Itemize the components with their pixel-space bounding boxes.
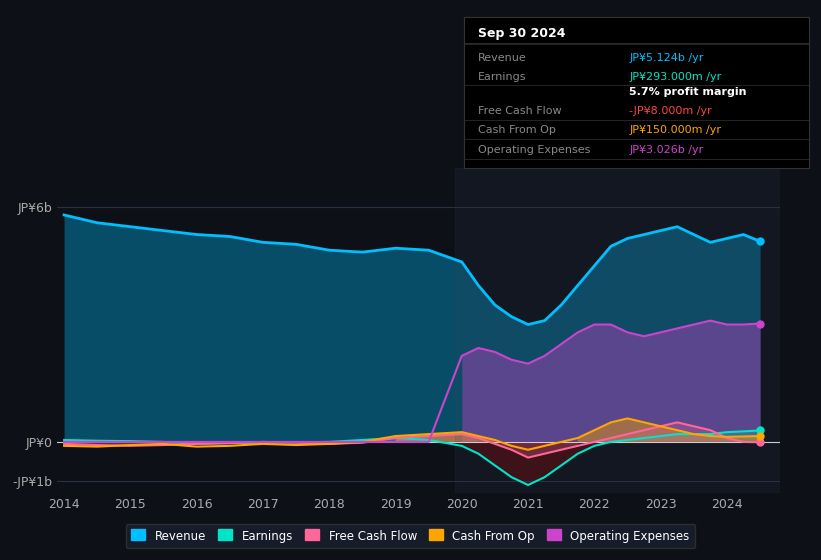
Text: Operating Expenses: Operating Expenses [478, 145, 590, 155]
Text: 5.7% profit margin: 5.7% profit margin [630, 87, 747, 97]
Text: Earnings: Earnings [478, 72, 526, 82]
Text: JP¥150.000m /yr: JP¥150.000m /yr [630, 125, 722, 135]
Legend: Revenue, Earnings, Free Cash Flow, Cash From Op, Operating Expenses: Revenue, Earnings, Free Cash Flow, Cash … [126, 524, 695, 548]
Bar [455, 168, 780, 493]
Text: JP¥5.124b /yr: JP¥5.124b /yr [630, 53, 704, 63]
Text: Cash From Op: Cash From Op [478, 125, 556, 135]
Text: -JP¥8.000m /yr: -JP¥8.000m /yr [630, 105, 712, 115]
Text: JP¥3.026b /yr: JP¥3.026b /yr [630, 145, 704, 155]
Text: Free Cash Flow: Free Cash Flow [478, 105, 562, 115]
Text: Sep 30 2024: Sep 30 2024 [478, 27, 565, 40]
Text: Revenue: Revenue [478, 53, 526, 63]
Text: JP¥293.000m /yr: JP¥293.000m /yr [630, 72, 722, 82]
